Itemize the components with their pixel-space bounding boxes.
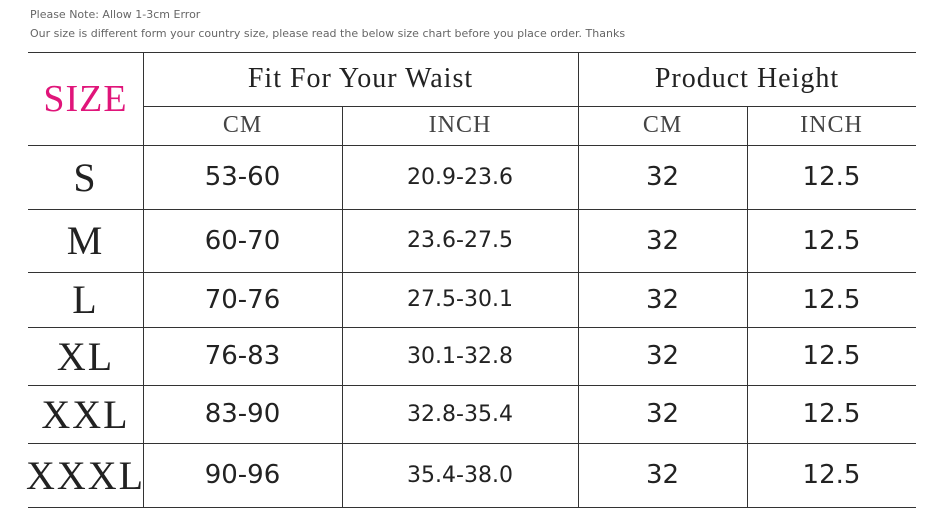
size-value: 12.5 <box>802 284 861 315</box>
rule <box>143 52 144 507</box>
size-value: 32 <box>645 225 680 256</box>
group-header: Product Height <box>654 63 840 94</box>
sub-header: INCH <box>800 112 863 138</box>
size-value: 32 <box>645 399 680 429</box>
sub-header: CM <box>642 112 683 138</box>
size-value: 90-96 <box>204 460 281 490</box>
size-value: 12.5 <box>802 399 861 429</box>
rule <box>28 145 916 146</box>
size-value: 76-83 <box>204 341 281 371</box>
size-label: XXL <box>41 391 130 437</box>
rule <box>143 106 916 107</box>
rule <box>28 209 916 210</box>
size-value: 60-70 <box>204 225 281 256</box>
size-label: M <box>66 218 105 263</box>
size-label: L <box>72 277 99 322</box>
size-value: 32 <box>645 460 680 490</box>
group-header: Fit For Your Waist <box>247 63 474 94</box>
size-value: 12.5 <box>802 225 861 256</box>
size-value: 23.6-27.5 <box>407 228 513 253</box>
size-value: 12.5 <box>802 162 861 192</box>
size-value: 32 <box>645 162 680 192</box>
rule <box>28 272 916 273</box>
rule <box>747 106 748 507</box>
note: Please Note: Allow 1-3cm Error <box>30 8 201 21</box>
size-value: 12.5 <box>802 341 861 371</box>
rule <box>28 385 916 386</box>
size-value: 32.8-35.4 <box>407 401 513 427</box>
size-value: 83-90 <box>204 399 281 429</box>
sub-header: INCH <box>428 112 492 138</box>
sub-header: CM <box>222 112 263 138</box>
size-value: 53-60 <box>204 162 281 192</box>
size-value: 32 <box>645 341 680 371</box>
rule <box>342 106 343 507</box>
size-label: XXXL <box>25 452 146 498</box>
rule <box>578 52 579 507</box>
rule <box>28 443 916 444</box>
size-label: XL <box>56 333 115 379</box>
rule <box>28 52 916 53</box>
size-value: 32 <box>645 284 680 315</box>
rule <box>28 507 916 508</box>
size-header: SIZE <box>43 77 128 120</box>
note: Our size is different form your country … <box>30 27 626 40</box>
size-value: 20.9-23.6 <box>407 164 513 190</box>
size-value: 27.5-30.1 <box>407 287 513 312</box>
size-label: S <box>73 154 98 200</box>
size-value: 12.5 <box>802 460 861 490</box>
rule <box>28 327 916 328</box>
size-value: 30.1-32.8 <box>407 343 513 369</box>
size-value: 35.4-38.0 <box>407 462 513 488</box>
size-value: 70-76 <box>204 284 281 315</box>
